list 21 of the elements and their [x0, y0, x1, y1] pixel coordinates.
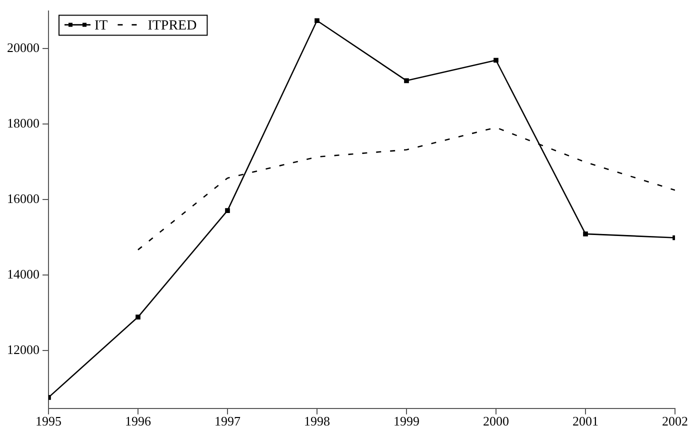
x-tick-label: 1997 [214, 414, 241, 429]
point [225, 208, 230, 213]
point [314, 18, 320, 24]
y-tick-label: 20000 [7, 40, 40, 55]
x-tick-label: 2002 [662, 414, 688, 429]
y-tick-label: 16000 [7, 191, 40, 206]
x-tick-label: 2000 [483, 414, 509, 429]
point [136, 314, 140, 320]
legend-label: IT [94, 18, 108, 34]
point [404, 78, 409, 84]
y-tick-label: 14000 [7, 266, 40, 282]
x-tick-label: 2001 [572, 414, 598, 429]
x-tick-label: 1999 [394, 414, 420, 429]
x-tick-label: 1998 [304, 414, 330, 429]
x-tick-label: 1996 [125, 414, 152, 429]
y-tick-label: 12000 [7, 342, 40, 358]
x-tick-label: 1995 [36, 414, 62, 429]
point [494, 58, 498, 63]
point [583, 232, 588, 236]
y-tick-label: 18000 [7, 116, 40, 130]
legend-label: ITPRED [148, 18, 197, 34]
